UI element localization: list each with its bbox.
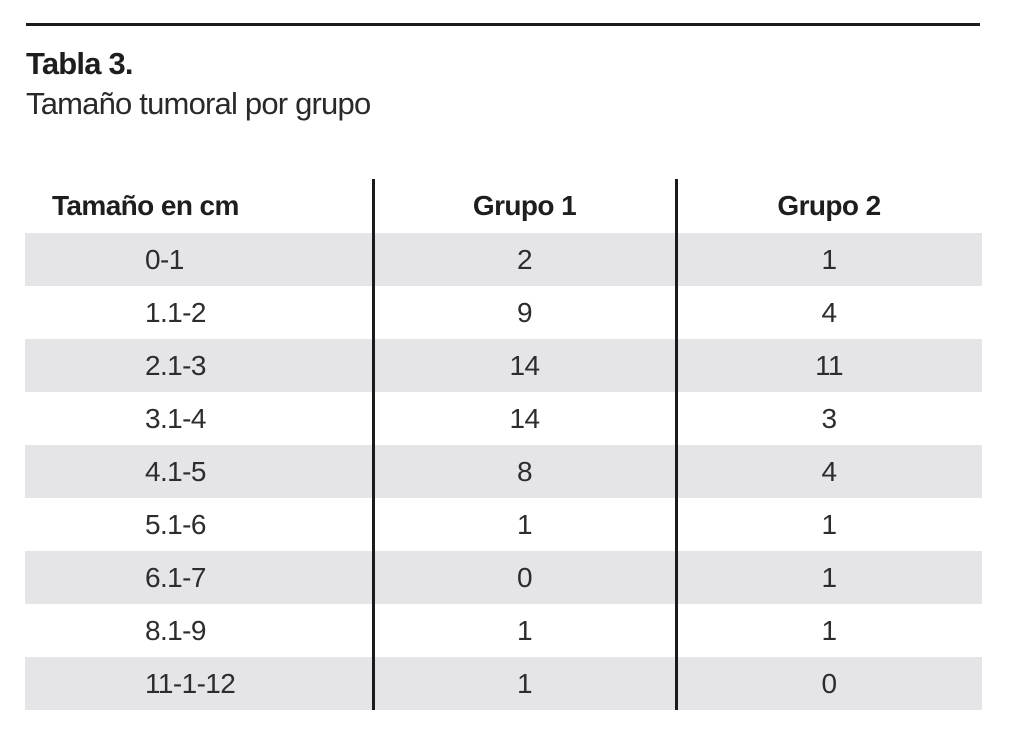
cell-grupo2-count: 4 [821,455,838,487]
cell-grupo2-count: 1 [821,561,838,593]
cell-size-range: 11-1-12 [145,667,236,699]
cell-size-range: 0-1 [145,243,184,275]
cell-grupo1-count: 14 [509,349,541,381]
column-header-grupo1: Grupo 1 [472,190,577,221]
cell-size-range: 8.1-9 [145,614,206,646]
column-divider-1 [372,179,375,710]
table-row: 5.1-6 1 1 [25,498,982,551]
cell-size-range: 6.1-7 [145,561,206,593]
table-row: 6.1-7 0 1 [25,551,982,604]
cell-size-range: 1.1-2 [145,296,206,328]
table-row: 8.1-9 1 1 [25,604,982,657]
table-subtitle: Tamaño tumoral por grupo [26,86,371,121]
table-row: 0-1 2 1 [25,233,982,286]
column-divider-2 [675,179,678,710]
cell-grupo1-count: 1 [517,614,533,646]
cell-grupo2-count: 11 [815,349,843,381]
table-header-row: Tamaño en cm Grupo 1 Grupo 2 [25,179,982,233]
cell-grupo1-count: 14 [509,402,541,434]
cell-grupo2-count: 0 [821,667,838,699]
cell-grupo2-count: 1 [821,508,838,540]
table-row: 4.1-5 8 4 [25,445,982,498]
cell-grupo2-count: 1 [821,614,838,646]
top-rule-divider [26,23,980,26]
cell-grupo1-count: 8 [517,455,533,487]
cell-size-range: 5.1-6 [145,508,206,540]
cell-grupo2-count: 4 [821,296,838,328]
table-row: 3.1-4 14 3 [25,392,982,445]
cell-size-range: 4.1-5 [145,455,206,487]
cell-grupo2-count: 3 [821,402,838,434]
table-row: 2.1-3 14 11 [25,339,982,392]
table-title: Tabla 3. [26,46,134,81]
table-row: 11-1-12 1 0 [25,657,982,710]
cell-grupo1-count: 1 [517,508,533,540]
column-header-size: Tamaño en cm [52,190,239,221]
cell-size-range: 3.1-4 [145,402,206,434]
cell-grupo2-count: 1 [821,243,838,275]
data-table: Tamaño en cm Grupo 1 Grupo 2 0-1 2 1 1.1… [25,179,982,710]
cell-grupo1-count: 1 [517,667,533,699]
column-header-grupo2: Grupo 2 [777,190,881,221]
cell-size-range: 2.1-3 [145,349,206,381]
cell-grupo1-count: 0 [517,561,533,593]
table-row: 1.1-2 9 4 [25,286,982,339]
cell-grupo1-count: 2 [517,243,533,275]
cell-grupo1-count: 9 [517,296,533,328]
